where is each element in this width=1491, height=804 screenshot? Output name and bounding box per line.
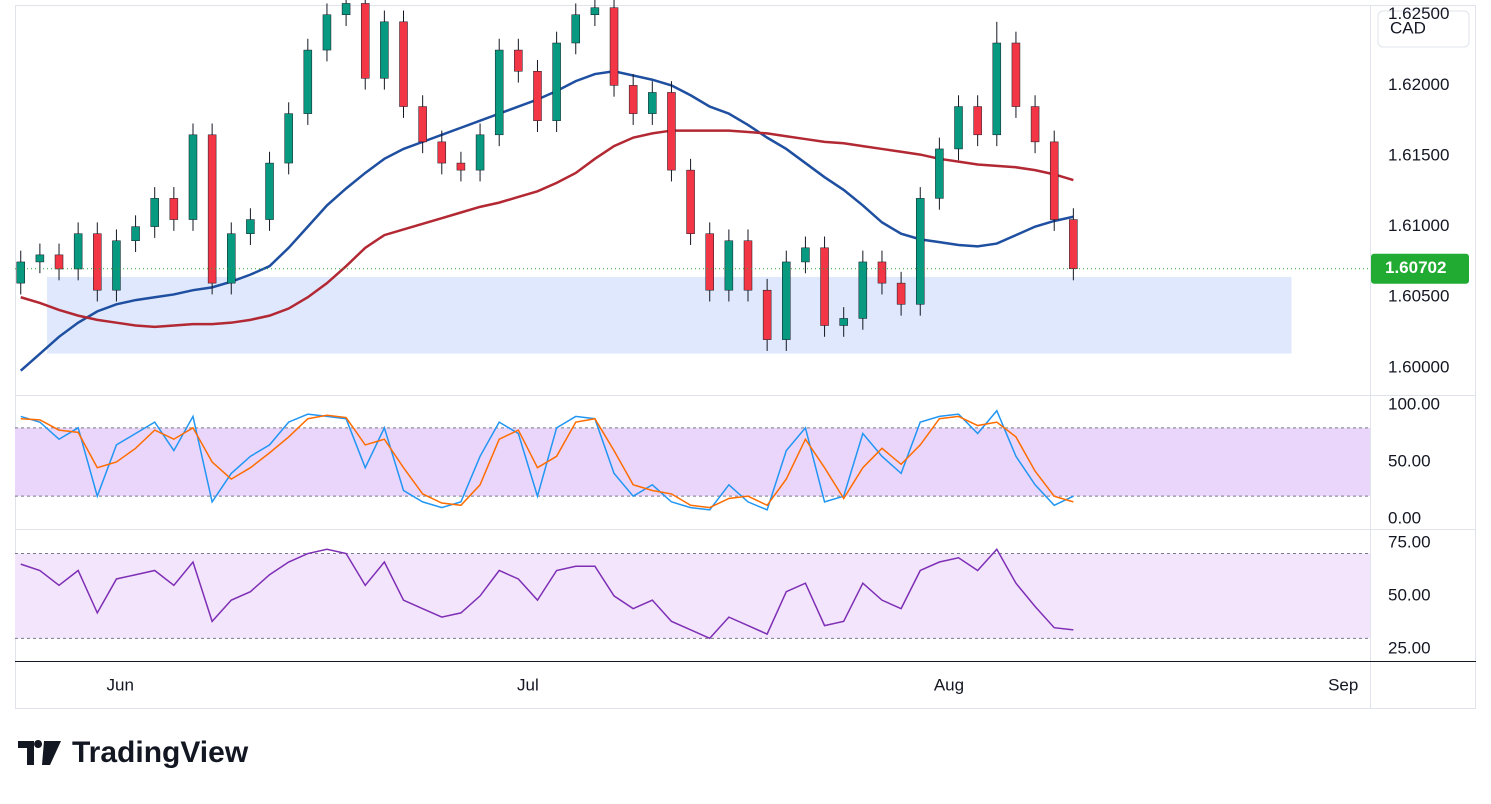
candle-body bbox=[801, 247, 810, 263]
indicator-line bbox=[20, 548, 1074, 640]
candle-body bbox=[456, 162, 466, 171]
indicator-line bbox=[20, 414, 1074, 509]
candle-body bbox=[705, 233, 714, 291]
y-tick-label: 1.60000 bbox=[1388, 357, 1449, 376]
candle-body bbox=[399, 21, 408, 107]
currency-label: CAD bbox=[1390, 18, 1426, 37]
candle-body bbox=[418, 106, 427, 143]
y-tick-label: 1.62500 bbox=[1388, 4, 1449, 23]
indicator-band bbox=[15, 553, 1370, 639]
y-tick-label: 1.60500 bbox=[1388, 287, 1449, 306]
brand-name: TradingView bbox=[72, 736, 249, 769]
x-tick-label: Aug bbox=[934, 675, 964, 694]
candle-body bbox=[667, 92, 676, 171]
candle-body bbox=[954, 106, 963, 150]
candle-body bbox=[131, 226, 140, 242]
candle-body bbox=[609, 7, 619, 86]
candle-body bbox=[150, 198, 159, 227]
candle-body bbox=[284, 113, 293, 164]
indicator-band bbox=[15, 427, 1370, 497]
candle-body bbox=[533, 70, 542, 121]
candle-body bbox=[246, 219, 255, 234]
candle-body bbox=[590, 7, 600, 15]
candle-body bbox=[915, 198, 925, 305]
y-tick-label: 1.61500 bbox=[1388, 145, 1449, 164]
candle-body bbox=[571, 14, 581, 44]
candle-body bbox=[782, 261, 791, 340]
candle-body bbox=[858, 261, 868, 319]
candle-body bbox=[265, 162, 274, 220]
candle-body bbox=[73, 233, 83, 270]
last-price-tag bbox=[1371, 253, 1469, 284]
y-tick-label: 50.00 bbox=[1388, 451, 1431, 470]
moving-average bbox=[19, 69, 1074, 372]
candle-body bbox=[112, 240, 121, 291]
candle-body bbox=[973, 106, 982, 136]
candle-body bbox=[992, 42, 1002, 136]
y-tick-label: 1.61000 bbox=[1388, 216, 1449, 235]
candle-body bbox=[227, 233, 236, 284]
candle-body bbox=[35, 254, 45, 263]
candle-body bbox=[839, 318, 848, 326]
candle-body bbox=[820, 247, 829, 326]
candle-body bbox=[877, 261, 887, 284]
x-tick-label: Sep bbox=[1328, 675, 1358, 694]
candle-body bbox=[93, 233, 102, 291]
candle-body bbox=[514, 49, 523, 72]
candle-body bbox=[380, 21, 389, 79]
candle-body bbox=[1069, 219, 1078, 269]
y-tick-label: 100.00 bbox=[1388, 395, 1440, 414]
moving-average bbox=[20, 129, 1074, 329]
candle-body bbox=[648, 92, 657, 114]
support-zone bbox=[46, 276, 1292, 354]
candle-body bbox=[169, 198, 179, 220]
candle-body bbox=[303, 49, 313, 114]
candle-body bbox=[54, 254, 64, 270]
candle-body bbox=[743, 240, 753, 291]
x-tick-label: Jun bbox=[107, 675, 134, 694]
candle-body bbox=[494, 49, 504, 136]
candle-body bbox=[322, 14, 332, 51]
candle-body bbox=[1030, 106, 1040, 143]
candle-body bbox=[360, 3, 370, 79]
y-tick-label: 1.62000 bbox=[1388, 75, 1449, 94]
candle-body bbox=[724, 240, 734, 291]
candle-body bbox=[475, 134, 485, 171]
y-tick-label: 75.00 bbox=[1388, 532, 1431, 551]
candle-body bbox=[686, 169, 695, 234]
y-tick-label: 25.00 bbox=[1388, 638, 1431, 657]
x-tick-label: Jul bbox=[517, 675, 539, 694]
candle-body bbox=[628, 85, 638, 114]
y-tick-label: 0.00 bbox=[1388, 508, 1421, 527]
candle-body bbox=[935, 148, 944, 199]
candle-body bbox=[188, 134, 198, 220]
brand-logo: TradingView bbox=[18, 736, 249, 769]
currency-button[interactable] bbox=[1377, 10, 1470, 48]
candle-body bbox=[762, 289, 772, 340]
candle-body bbox=[207, 134, 217, 284]
candle-body bbox=[437, 141, 447, 164]
y-tick-label: 50.00 bbox=[1388, 585, 1431, 604]
candle-body bbox=[341, 3, 351, 15]
candle-body bbox=[16, 261, 25, 284]
chart-frame bbox=[15, 5, 1476, 709]
candle-body bbox=[1011, 42, 1021, 107]
candle-body bbox=[552, 42, 561, 121]
last-price-label: 1.60702 bbox=[1385, 258, 1446, 277]
candle-body bbox=[1049, 141, 1059, 220]
candle-body bbox=[896, 282, 906, 305]
